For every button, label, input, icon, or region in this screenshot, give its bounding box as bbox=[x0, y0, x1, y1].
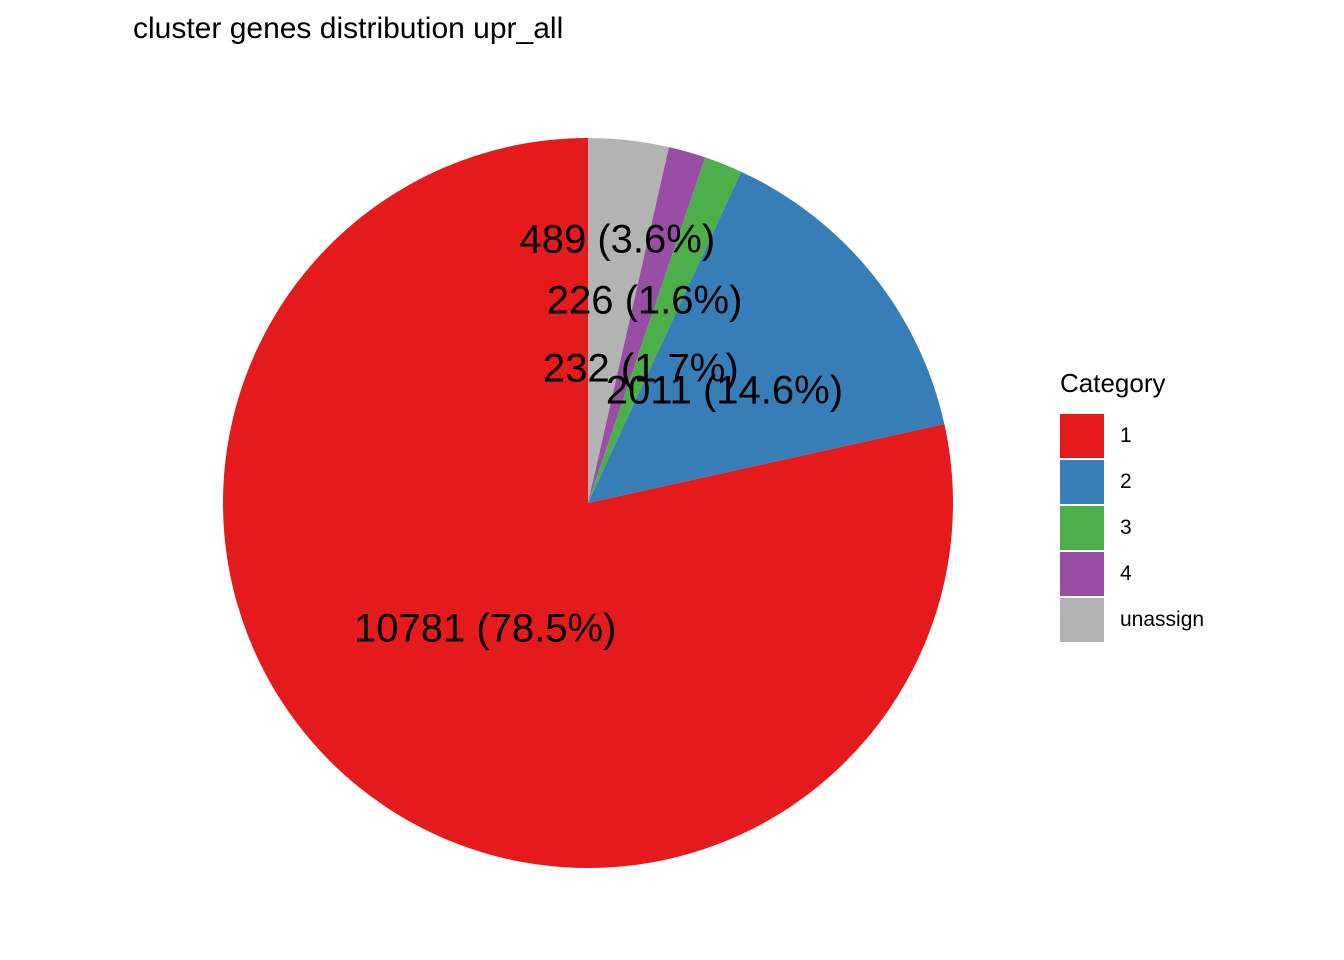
legend: Category 1 2 3 4 unassign bbox=[1060, 368, 1204, 643]
legend-item-2: 2 bbox=[1060, 459, 1204, 505]
pie-slice-unassign bbox=[588, 138, 669, 503]
slice-label-2: 2011 (14.6%) bbox=[606, 369, 843, 413]
legend-label: 4 bbox=[1120, 562, 1132, 585]
legend-item-1: 1 bbox=[1060, 413, 1204, 459]
pie-slice-4 bbox=[588, 147, 706, 504]
slice-label-unassign: 489 (3.6%) bbox=[519, 217, 715, 261]
pie-slice-2 bbox=[588, 171, 945, 503]
pie-slice-3 bbox=[588, 157, 742, 503]
legend-swatch bbox=[1060, 414, 1104, 458]
pie-slice-1 bbox=[223, 138, 953, 868]
legend-label: 1 bbox=[1120, 424, 1132, 447]
legend-swatch bbox=[1060, 552, 1104, 596]
slice-label-4: 226 (1.6%) bbox=[547, 278, 743, 322]
legend-label: unassign bbox=[1120, 608, 1205, 631]
legend-swatch bbox=[1060, 460, 1104, 504]
legend-swatch bbox=[1060, 598, 1104, 642]
legend-item-4: 4 bbox=[1060, 551, 1204, 597]
slice-label-3: 232 (1.7%) bbox=[543, 346, 739, 390]
legend-label: 3 bbox=[1120, 516, 1132, 539]
legend-swatch bbox=[1060, 506, 1104, 550]
legend-item-3: 3 bbox=[1060, 505, 1204, 551]
legend-title: Category bbox=[1060, 368, 1166, 398]
legend-item-unassign: unassign bbox=[1060, 597, 1204, 643]
slice-label-1: 10781 (78.5%) bbox=[354, 607, 616, 651]
legend-label: 2 bbox=[1120, 470, 1132, 493]
chart-title: cluster genes distribution upr_all bbox=[133, 12, 564, 45]
